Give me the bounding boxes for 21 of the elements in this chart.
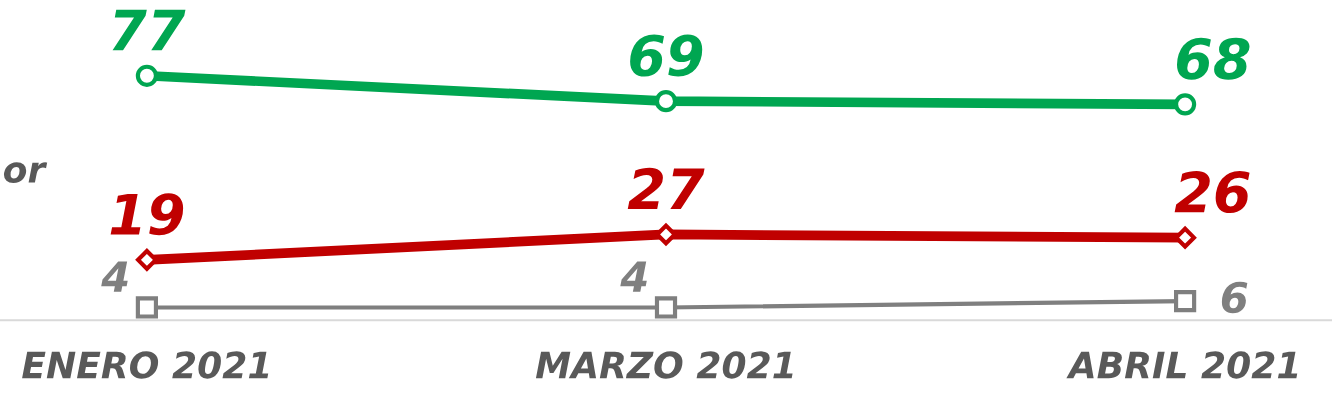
point [654, 90, 678, 113]
x-tick-label: MARZO 2021 [535, 351, 793, 379]
annotation: or [3, 162, 48, 184]
x-tick-label: ABRIL 2021 [1066, 351, 1298, 379]
data-label: 68 [1176, 37, 1250, 80]
point [1173, 93, 1197, 116]
data-label: 6 [1221, 281, 1248, 314]
data-label: 69 [630, 34, 703, 77]
point [135, 64, 159, 87]
data-label: 77 [112, 9, 186, 51]
data-label: 4 [620, 261, 647, 292]
point [135, 248, 158, 271]
x-tick-label: ENERO 2021 [22, 351, 269, 379]
point [1173, 290, 1197, 313]
data-label: 4 [101, 261, 128, 292]
point [1174, 226, 1197, 249]
point [654, 296, 678, 319]
data-label: 26 [1174, 170, 1250, 214]
point [135, 296, 159, 319]
data-label: 19 [110, 193, 184, 236]
data-label: 27 [627, 167, 705, 210]
